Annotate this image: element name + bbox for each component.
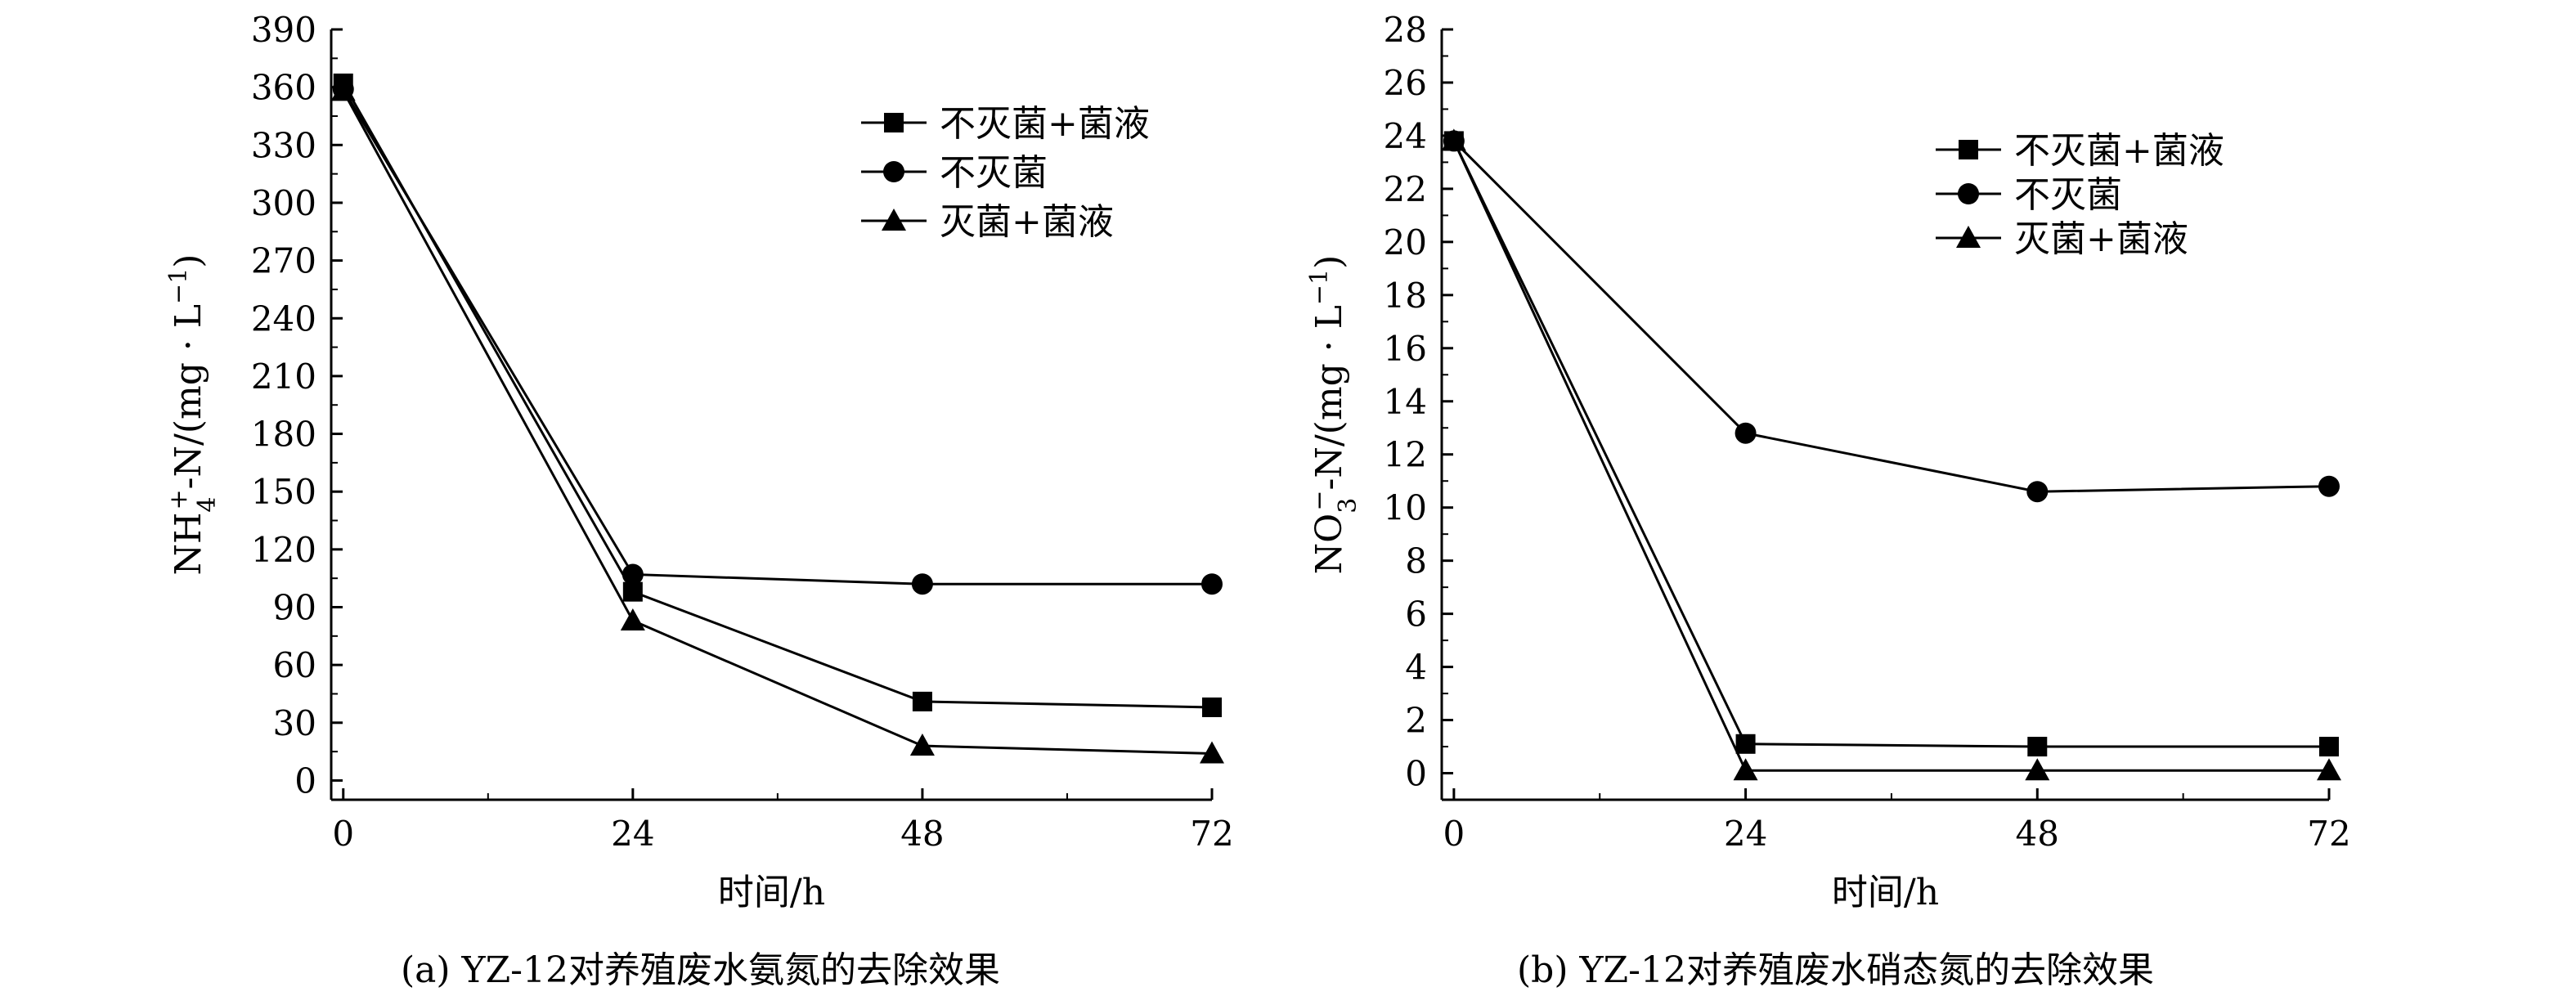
y-tick-label: 4	[1405, 648, 1427, 688]
y-tick-label: 150	[251, 472, 316, 512]
y-tick-label: 26	[1384, 63, 1427, 103]
y-axis-label: NO3−-N/(mg · L−1)	[1305, 255, 1362, 575]
legend-marker-square	[884, 113, 904, 132]
x-tick-label: 72	[1190, 814, 1233, 854]
series-line-3	[1452, 140, 2329, 772]
data-point-circle	[622, 563, 644, 586]
series-line-2	[1452, 140, 2330, 493]
x-tick-label: 24	[1724, 814, 1767, 854]
y-tick-label: 300	[251, 183, 316, 223]
series-line-2	[342, 88, 1212, 586]
caption-b: (b) YZ-12对养殖废水硝态氮的去除效果	[1517, 949, 2154, 991]
legend-marker-circle	[1958, 183, 1979, 204]
y-tick-label: 18	[1384, 276, 1427, 316]
y-tick-label: 28	[1384, 10, 1427, 50]
y-axis-label-part: -N/(mg · L	[168, 304, 209, 489]
x-tick-label: 0	[332, 814, 354, 854]
caption-a: (a) YZ-12对养殖废水氨氮的去除效果	[401, 949, 1001, 991]
y-tick-label: 240	[251, 298, 316, 339]
x-tick-label: 48	[2016, 814, 2059, 854]
series-line-1	[1452, 140, 2329, 748]
data-point-circle	[1735, 422, 1757, 444]
y-axis-label-part: 3	[1334, 498, 1362, 514]
legend-label: 灭菌+菌液	[940, 201, 1114, 243]
y-tick-label: 16	[1384, 329, 1427, 369]
x-axis-label: 时间/h	[718, 872, 825, 913]
y-axis-label-part: −	[1305, 491, 1334, 511]
chart-ammonia-nitrogen: 0 30 60 90 120 150 180 210 240 270 300 330 360 390 0 24…	[164, 10, 1234, 913]
y-tick-label: 30	[273, 703, 316, 743]
y-tick-label: 390	[251, 10, 316, 50]
series-line-3	[342, 90, 1213, 755]
data-point-triangle	[1441, 128, 1466, 151]
data-point-triangle	[909, 734, 935, 756]
legend-marker-circle	[883, 161, 904, 182]
y-axis-label-part: −1	[1305, 269, 1334, 305]
x-tick-label: 0	[1443, 814, 1465, 854]
y-tick-label: 2	[1405, 701, 1427, 741]
data-point-square	[2027, 737, 2048, 757]
y-axis-label-part: NO	[1308, 514, 1350, 575]
y-tick-label: 0	[294, 760, 316, 801]
y-tick-label: 22	[1384, 169, 1427, 209]
y-tick-label: 120	[251, 530, 316, 570]
y-tick-label: 0	[1405, 754, 1427, 794]
y-tick-label: 6	[1405, 594, 1427, 635]
y-tick-label: 8	[1405, 541, 1427, 581]
y-axis-label-part: −1	[164, 268, 193, 304]
y-tick-label: 24	[1384, 116, 1427, 156]
data-point-triangle	[1733, 758, 1758, 781]
data-point-square	[912, 691, 932, 711]
legend-marker-square	[1959, 140, 1978, 159]
legend-label: 不灭菌	[2014, 174, 2122, 216]
y-tick-label: 90	[273, 588, 316, 628]
y-tick-label: 14	[1384, 382, 1427, 422]
data-point-circle	[2026, 481, 2049, 503]
x-tick-label: 24	[611, 814, 654, 854]
data-point-triangle	[1200, 741, 1224, 764]
x-axis-label: 时间/h	[1832, 872, 1939, 913]
series-line-1	[342, 83, 1213, 709]
data-point-triangle	[620, 608, 645, 630]
data-point-triangle	[2025, 758, 2050, 781]
legend-label: 不灭菌	[940, 152, 1048, 194]
y-axis-label-part: )	[168, 254, 209, 268]
y-axis-label-part: NH	[168, 513, 209, 576]
legend-marker-triangle	[1956, 226, 1981, 248]
x-tick-label: 72	[2307, 814, 2350, 854]
legend-label: 不灭菌+菌液	[2014, 130, 2224, 172]
data-point-circle	[2318, 475, 2340, 497]
y-tick-label: 10	[1384, 488, 1427, 528]
y-tick-label: 12	[1384, 435, 1427, 475]
data-point-circle	[1201, 573, 1223, 595]
legend-marker-triangle	[882, 209, 906, 231]
x-tick-label: 48	[900, 814, 944, 854]
y-tick-label: 360	[251, 68, 316, 108]
y-tick-label: 20	[1384, 222, 1427, 262]
data-point-square	[1202, 697, 1222, 717]
legend-label: 灭菌+菌液	[2014, 218, 2188, 260]
data-point-square	[622, 581, 643, 602]
legend-label: 不灭菌+菌液	[940, 103, 1150, 145]
y-tick-label: 60	[273, 645, 316, 685]
y-axis-label-part: )	[1308, 255, 1350, 269]
data-point-square	[1735, 734, 1756, 754]
y-tick-label: 180	[251, 415, 316, 455]
y-axis-label: NH4+-N/(mg · L−1)	[164, 254, 222, 576]
y-axis-label-part: +	[164, 489, 193, 509]
data-point-square	[2319, 737, 2339, 757]
data-point-triangle	[2317, 758, 2341, 781]
y-tick-label: 270	[251, 241, 316, 281]
y-tick-label: 330	[251, 125, 316, 165]
data-point-circle	[911, 573, 933, 595]
y-axis-label-part: 4	[193, 497, 222, 513]
data-point-triangle	[330, 79, 356, 101]
y-axis-label-part: -N/(mg · L	[1308, 305, 1350, 490]
y-tick-label: 210	[251, 357, 316, 397]
